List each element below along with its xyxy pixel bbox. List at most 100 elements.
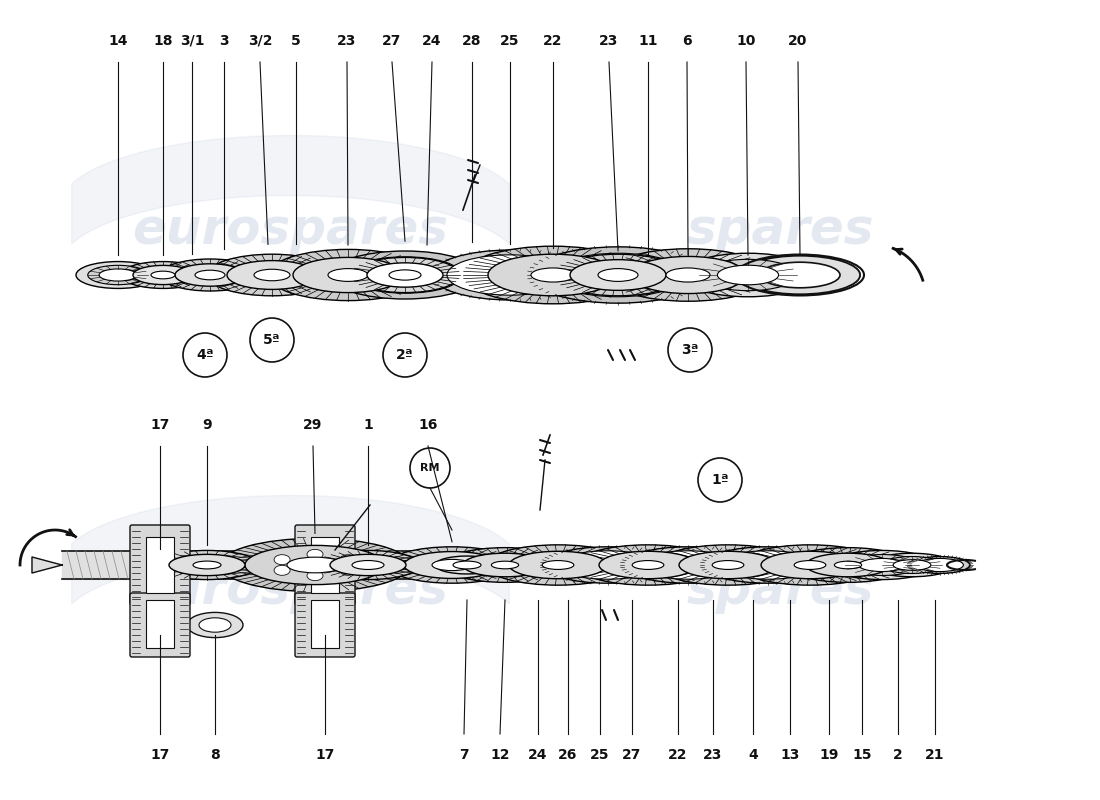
Text: 2ª: 2ª	[396, 348, 414, 362]
Ellipse shape	[830, 550, 934, 579]
Ellipse shape	[740, 256, 860, 294]
Ellipse shape	[717, 266, 779, 285]
Ellipse shape	[761, 551, 859, 578]
Ellipse shape	[656, 545, 800, 585]
Ellipse shape	[632, 561, 663, 570]
Text: 24: 24	[528, 748, 548, 762]
Circle shape	[410, 448, 450, 488]
Ellipse shape	[630, 257, 746, 294]
Ellipse shape	[175, 264, 245, 286]
Ellipse shape	[255, 548, 375, 582]
Ellipse shape	[169, 554, 245, 576]
Ellipse shape	[307, 570, 323, 581]
Polygon shape	[32, 557, 62, 573]
Ellipse shape	[316, 550, 420, 579]
Ellipse shape	[463, 246, 644, 304]
Ellipse shape	[447, 255, 573, 295]
Ellipse shape	[254, 270, 290, 281]
Ellipse shape	[910, 557, 970, 574]
Ellipse shape	[623, 547, 754, 583]
Ellipse shape	[717, 551, 818, 579]
Ellipse shape	[330, 251, 480, 299]
Text: 15: 15	[852, 748, 871, 762]
Ellipse shape	[806, 553, 890, 577]
Ellipse shape	[160, 259, 260, 291]
Ellipse shape	[287, 557, 343, 573]
Ellipse shape	[88, 266, 148, 285]
Ellipse shape	[463, 553, 547, 577]
Ellipse shape	[637, 551, 739, 579]
Ellipse shape	[187, 613, 243, 638]
Ellipse shape	[794, 561, 826, 570]
Ellipse shape	[99, 269, 136, 281]
Text: RM: RM	[420, 463, 440, 473]
Ellipse shape	[486, 545, 630, 585]
Bar	[146, 600, 174, 648]
Text: 29: 29	[304, 418, 322, 432]
Ellipse shape	[870, 554, 954, 577]
Ellipse shape	[703, 547, 833, 583]
Text: 6: 6	[682, 34, 692, 48]
Ellipse shape	[151, 271, 175, 279]
Text: eurospares: eurospares	[132, 206, 448, 254]
Ellipse shape	[760, 262, 840, 288]
Ellipse shape	[606, 249, 770, 302]
Ellipse shape	[576, 545, 720, 585]
Ellipse shape	[740, 256, 860, 294]
Text: 28: 28	[462, 34, 482, 48]
Text: 8: 8	[210, 748, 220, 762]
Ellipse shape	[558, 551, 659, 579]
Ellipse shape	[195, 270, 226, 280]
Ellipse shape	[492, 561, 518, 569]
Circle shape	[698, 458, 742, 502]
Ellipse shape	[712, 561, 744, 570]
Ellipse shape	[598, 269, 638, 282]
Ellipse shape	[404, 551, 500, 578]
Text: 1: 1	[363, 418, 373, 432]
Ellipse shape	[859, 558, 905, 571]
Text: 4: 4	[748, 748, 758, 762]
Circle shape	[183, 333, 227, 377]
Text: 24: 24	[422, 34, 442, 48]
Text: 25: 25	[591, 748, 609, 762]
Ellipse shape	[600, 551, 697, 578]
Ellipse shape	[268, 250, 428, 301]
Text: 2: 2	[893, 748, 903, 762]
Ellipse shape	[698, 259, 798, 290]
Text: 9: 9	[202, 418, 212, 432]
Ellipse shape	[916, 558, 964, 571]
Ellipse shape	[786, 548, 910, 582]
Ellipse shape	[543, 547, 673, 583]
Text: 5ª: 5ª	[263, 333, 280, 347]
Ellipse shape	[434, 556, 499, 574]
Ellipse shape	[121, 262, 205, 289]
Ellipse shape	[227, 261, 317, 290]
Text: 10: 10	[736, 34, 756, 48]
Ellipse shape	[432, 559, 472, 570]
Ellipse shape	[882, 557, 943, 574]
Ellipse shape	[680, 254, 816, 297]
Text: 17: 17	[151, 748, 169, 762]
Text: 13: 13	[780, 748, 800, 762]
Text: 12: 12	[491, 748, 509, 762]
Text: 14: 14	[108, 34, 128, 48]
Ellipse shape	[666, 268, 710, 282]
Text: eurospares: eurospares	[132, 566, 448, 614]
Text: 19: 19	[820, 748, 838, 762]
Ellipse shape	[293, 258, 403, 293]
Ellipse shape	[738, 545, 882, 585]
Text: spares: spares	[686, 566, 873, 614]
Circle shape	[668, 328, 712, 372]
Text: 23: 23	[600, 34, 618, 48]
Text: spares: spares	[686, 206, 873, 254]
Ellipse shape	[352, 561, 384, 570]
Ellipse shape	[245, 546, 385, 585]
Ellipse shape	[389, 270, 421, 280]
Ellipse shape	[367, 263, 443, 287]
Ellipse shape	[432, 250, 588, 300]
Ellipse shape	[845, 554, 920, 575]
Ellipse shape	[350, 258, 460, 293]
Ellipse shape	[679, 551, 777, 578]
Circle shape	[383, 333, 427, 377]
Ellipse shape	[328, 269, 369, 282]
